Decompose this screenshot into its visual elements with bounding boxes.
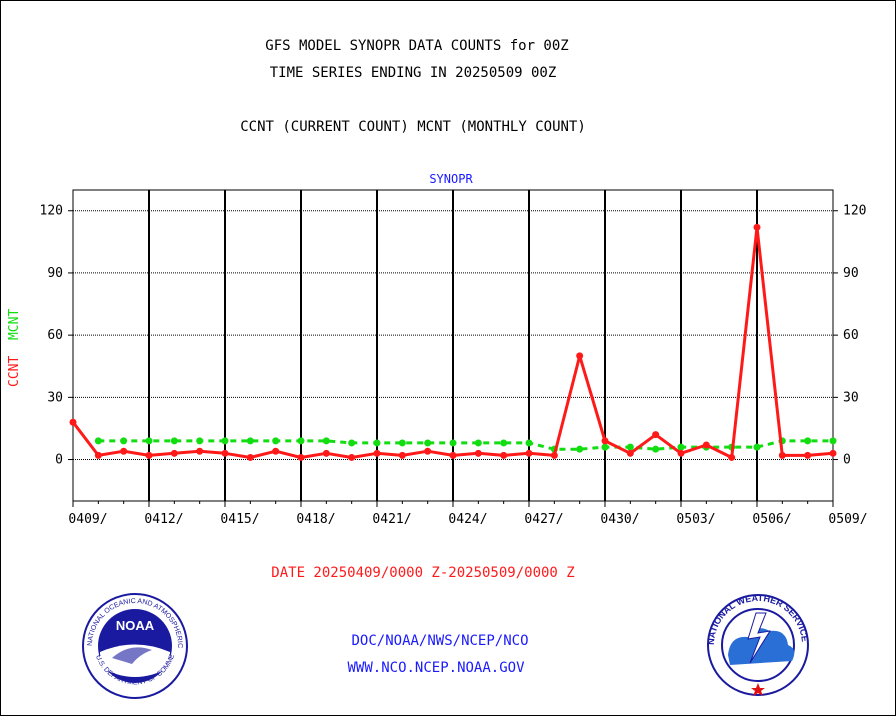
x-tick-label: 0424/ bbox=[448, 512, 487, 527]
y-tick-label-right: 120 bbox=[843, 204, 866, 219]
data-point-ccnt bbox=[626, 449, 634, 457]
data-point-ccnt bbox=[398, 451, 406, 459]
x-tick-label: 0409/ bbox=[68, 512, 107, 527]
data-point-ccnt bbox=[677, 449, 685, 457]
data-point-ccnt bbox=[500, 451, 508, 459]
data-point-mcnt bbox=[652, 445, 660, 453]
data-point-ccnt bbox=[94, 451, 102, 459]
data-point-mcnt bbox=[398, 439, 406, 447]
x-tick-label: 0421/ bbox=[372, 512, 411, 527]
y-tick-label-left: 60 bbox=[47, 328, 63, 343]
footer-org: DOC/NOAA/NWS/NCEP/NCO bbox=[351, 633, 529, 649]
data-point-mcnt bbox=[601, 443, 609, 451]
data-point-mcnt bbox=[626, 443, 634, 451]
data-point-mcnt bbox=[348, 439, 356, 447]
y-tick-label-left: 120 bbox=[40, 204, 63, 219]
data-point-ccnt bbox=[576, 352, 584, 360]
x-tick-label: 0430/ bbox=[600, 512, 639, 527]
footer-url[interactable]: WWW.NCO.NCEP.NOAA.GOV bbox=[347, 660, 525, 676]
data-point-ccnt bbox=[297, 453, 305, 461]
data-point-mcnt bbox=[449, 439, 457, 447]
data-point-ccnt bbox=[373, 449, 381, 457]
y-tick-label-left: 30 bbox=[47, 390, 63, 405]
chart-title-line2: TIME SERIES ENDING IN 20250509 00Z bbox=[269, 65, 557, 81]
data-point-ccnt bbox=[829, 449, 837, 457]
data-point-ccnt bbox=[348, 453, 356, 461]
x-tick-label: 0506/ bbox=[752, 512, 791, 527]
data-point-mcnt bbox=[170, 437, 178, 445]
data-point-ccnt bbox=[424, 447, 432, 455]
data-point-ccnt bbox=[221, 449, 229, 457]
y-tick-label-right: 90 bbox=[843, 266, 859, 281]
x-tick-label: 0415/ bbox=[220, 512, 259, 527]
y-tick-label-right: 30 bbox=[843, 390, 859, 405]
data-point-mcnt bbox=[677, 443, 685, 451]
svg-text:NOAA: NOAA bbox=[116, 618, 155, 633]
data-point-ccnt bbox=[474, 449, 482, 457]
data-point-ccnt bbox=[550, 451, 558, 459]
chart-title-line3: CCNT (CURRENT COUNT) MCNT (MONTHLY COUNT… bbox=[240, 119, 586, 135]
data-point-mcnt bbox=[120, 437, 128, 445]
data-point-ccnt bbox=[120, 447, 128, 455]
data-point-mcnt bbox=[500, 439, 508, 447]
y-tick-label-left: 0 bbox=[55, 453, 63, 468]
data-point-ccnt bbox=[272, 447, 280, 455]
x-tick-label: 0509/ bbox=[828, 512, 867, 527]
x-tick-label: 0503/ bbox=[676, 512, 715, 527]
series-line-mcnt bbox=[98, 439, 833, 451]
data-point-ccnt bbox=[601, 437, 609, 445]
data-point-mcnt bbox=[272, 437, 280, 445]
data-point-mcnt bbox=[373, 439, 381, 447]
data-point-ccnt bbox=[170, 449, 178, 457]
data-point-mcnt bbox=[576, 445, 584, 453]
data-point-mcnt bbox=[804, 437, 812, 445]
y-tick-label-right: 0 bbox=[843, 453, 851, 468]
data-point-mcnt bbox=[525, 439, 533, 447]
data-point-mcnt bbox=[221, 437, 229, 445]
data-point-ccnt bbox=[145, 451, 153, 459]
x-tick-label: 0412/ bbox=[144, 512, 183, 527]
data-point-mcnt bbox=[424, 439, 432, 447]
data-point-ccnt bbox=[322, 449, 330, 457]
data-point-mcnt bbox=[297, 437, 305, 445]
data-point-ccnt bbox=[778, 451, 786, 459]
panel-title: SYNOPR bbox=[429, 172, 473, 186]
data-point-ccnt bbox=[525, 449, 533, 457]
data-point-ccnt bbox=[702, 441, 710, 449]
y-tick-label-right: 60 bbox=[843, 328, 859, 343]
nws-logo: NATIONAL WEATHER SERVICE bbox=[706, 593, 810, 696]
x-tick-label: 0418/ bbox=[296, 512, 335, 527]
data-point-ccnt bbox=[804, 451, 812, 459]
x-tick-label: 0427/ bbox=[524, 512, 563, 527]
chart-title-line1: GFS MODEL SYNOPR DATA COUNTS for 00Z bbox=[265, 38, 569, 54]
data-point-ccnt bbox=[69, 418, 77, 426]
date-range: DATE 20250409/0000 Z-20250509/0000 Z bbox=[271, 565, 575, 581]
data-point-ccnt bbox=[449, 451, 457, 459]
y-tick-label-left: 90 bbox=[47, 266, 63, 281]
data-point-mcnt bbox=[246, 437, 254, 445]
noaa-logo: NOAA NATIONAL OCEANIC AND ATMOSPHERIC AD… bbox=[80, 592, 188, 699]
data-point-ccnt bbox=[753, 223, 761, 231]
data-point-mcnt bbox=[474, 439, 482, 447]
data-point-ccnt bbox=[246, 453, 254, 461]
data-point-mcnt bbox=[753, 443, 761, 451]
data-point-ccnt bbox=[196, 447, 204, 455]
data-point-mcnt bbox=[94, 437, 102, 445]
data-point-ccnt bbox=[728, 453, 736, 461]
data-point-ccnt bbox=[652, 431, 660, 439]
data-point-mcnt bbox=[145, 437, 153, 445]
data-point-mcnt bbox=[829, 437, 837, 445]
data-point-mcnt bbox=[322, 437, 330, 445]
data-point-mcnt bbox=[196, 437, 204, 445]
